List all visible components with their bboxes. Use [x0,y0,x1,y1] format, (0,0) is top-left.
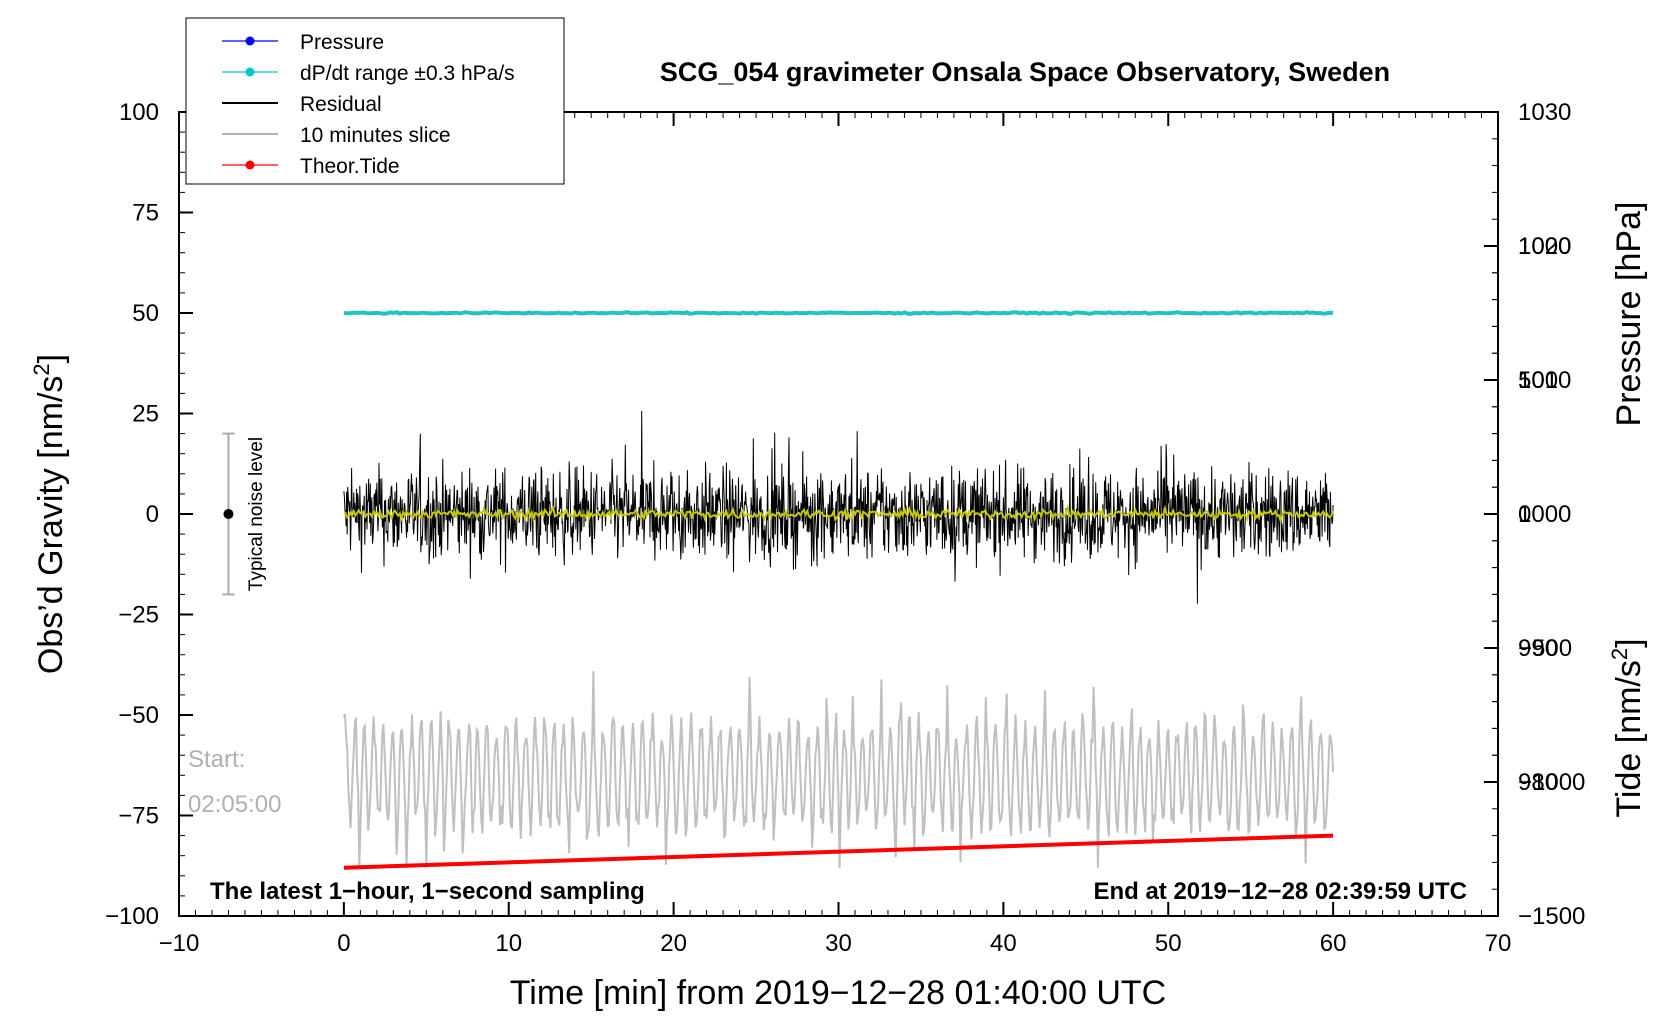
legend-entry-label: Theor.Tide [300,155,400,178]
y-pressure-tick-label: 1000 [1518,501,1571,528]
axis-ticks: −10 0 10 20 30 40 50 60 701007550250−25−50−75−10… [105,99,1585,957]
y-left-tick-label: 75 [132,200,159,227]
x-tick-label: 20 [660,930,687,957]
typical-noise-label: Typical noise level [246,437,267,591]
legend-swatch-marker [245,160,255,170]
y-left-tick-label: 25 [132,401,159,428]
y-tide-tick-label: −1000 [1518,769,1585,796]
x-tick-label: 50 [1155,930,1182,957]
plot-series [342,310,1335,870]
y-tide-tick-label: 500 [1518,367,1558,394]
y-tide-tick-label: −1500 [1518,903,1585,930]
end-time-note: End at 2019−12−28 02:39:59 UTC [1093,878,1467,905]
x-tick-label: 60 [1320,930,1347,957]
y-pressure-tick-label: 1010 [1518,367,1571,394]
chart-title: SCG_054 gravimeter Onsala Space Observat… [660,57,1390,87]
slice-start-label: Start: [188,746,245,773]
y-tide-tick-label: −500 [1518,635,1572,662]
legend-swatch-marker [245,67,255,77]
residual-smoothed-line [343,503,1335,524]
typical-noise-bar [222,432,235,596]
sampling-note: The latest 1−hour, 1−second sampling [210,878,645,905]
y-axis-left-title: Obs’d Gravity [nm/s2] [29,354,70,674]
y-pressure-tick-label: 990 [1518,635,1558,662]
y-left-tick-label: 50 [132,300,159,327]
y-pressure-tick-label: 1020 [1518,233,1571,260]
legend-box [185,17,565,185]
ten-minute-slice-line [342,671,1335,868]
y-axis-tide-title: Tide [nm/s2] [1607,638,1648,817]
legend-entry-label: Pressure [300,31,384,54]
y-left-tick-label: 0 [146,501,159,528]
noise-bar-center-dot [223,509,234,519]
y-left-tick-label: −50 [118,702,159,729]
y-pressure-tick-label: 1030 [1518,99,1571,126]
legend-entry-label: 10 minutes slice [300,124,451,147]
x-axis-title: Time [min] from 2019−12−28 01:40:00 UTC [510,974,1166,1012]
theoretical-tide-line [343,833,1334,870]
y-left-tick-label: −75 [118,803,159,830]
y-left-tick-label: −100 [105,903,159,930]
legend-swatch-marker [245,36,255,46]
y-left-tick-label: −25 [118,602,159,629]
x-tick-label: 40 [990,930,1017,957]
y-left-tick-label: 100 [119,99,159,126]
y-pressure-tick-label: 980 [1518,769,1558,796]
slice-start-time: 02:05:00 [188,791,281,818]
chart-legend: Pressure dP/dt range ±0.3 hPa/s Residual 10… [185,17,565,185]
dpdt-range-line [343,310,1334,316]
x-tick-label: 10 [495,930,522,957]
legend-entry-label: Residual [300,93,382,116]
x-tick-label: 30 [825,930,852,957]
x-tick-label: −10 [159,930,200,957]
x-tick-label: 70 [1485,930,1512,957]
legend-entry-label: dP/dt range ±0.3 hPa/s [300,62,515,85]
residual-line [343,410,1334,604]
x-tick-label: 0 [337,930,350,957]
y-tide-tick-label: 0 [1518,501,1531,528]
y-tide-tick-label: 1000 [1518,233,1571,260]
y-axis-pressure-title: Pressure [hPa] [1610,202,1648,427]
